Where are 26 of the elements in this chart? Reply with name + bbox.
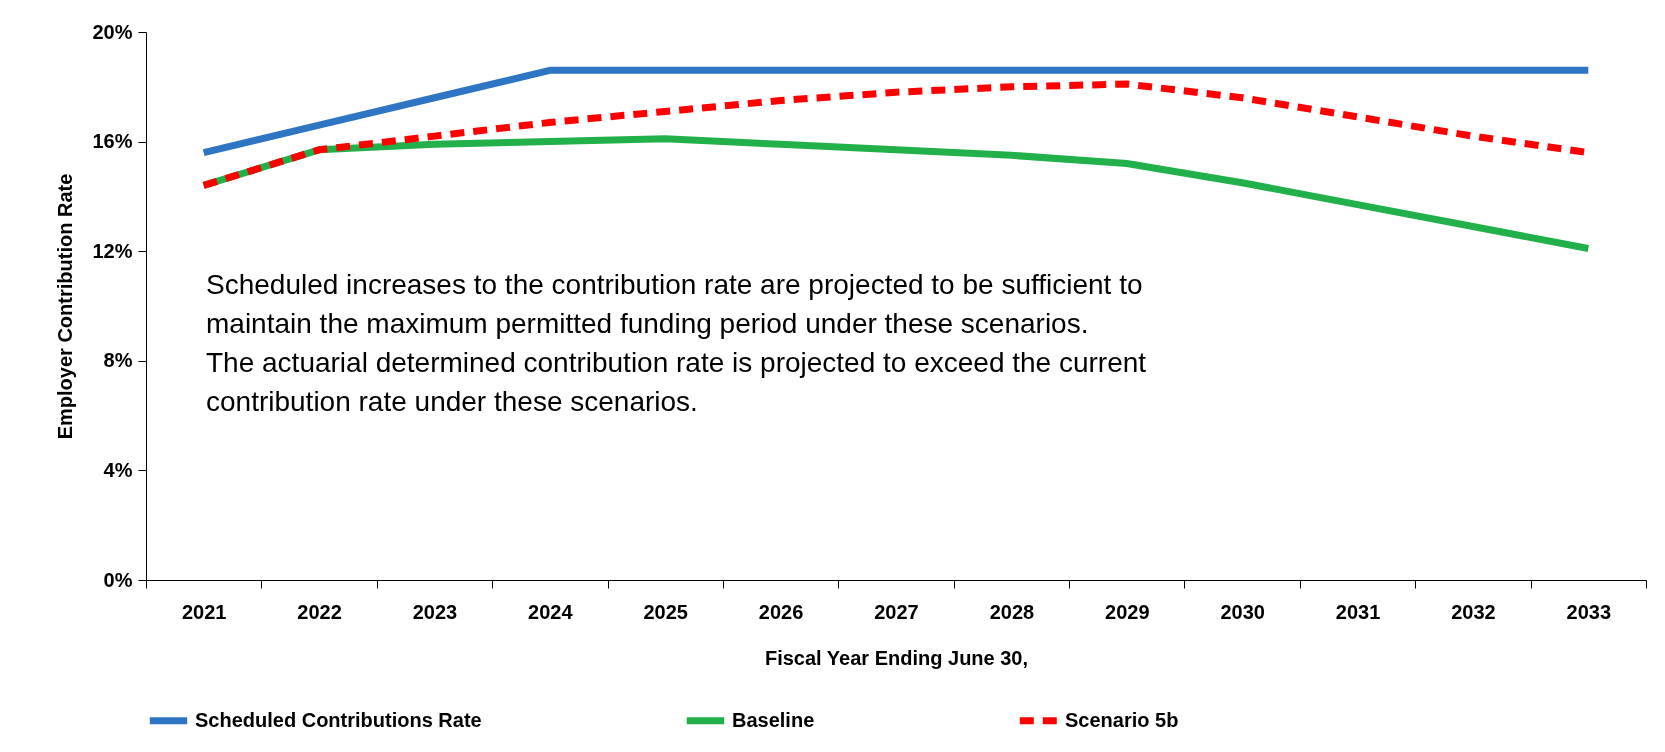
y-axis-title: Employer Contribution Rate [54,173,77,440]
x-tick-label: 2032 [1451,600,1496,623]
x-axis-title: Fiscal Year Ending June 30, [764,646,1029,669]
x-tick-label: 2021 [181,600,227,623]
legend-label: Baseline [732,708,815,731]
x-tick-label: 2030 [1220,600,1265,623]
x-tick-label: 2026 [758,600,804,623]
x-tick-label: 2022 [297,600,342,623]
annotation: Scheduled increases to the contribution rate are projected to be sufficient to maintain the maximum permitted funding period under these scenarios. [206,269,1143,339]
x-tick-label: 2033 [1566,600,1612,623]
y-tick-label: 4% [103,458,133,481]
y-tick-label: 16% [92,130,133,153]
x-tick-label: 2031 [1335,600,1381,623]
legend-label: Scheduled Contributions Rate [195,708,482,731]
annotation: The actuarial determined contribution rate is projected to exceed the current contribution rate under these scenarios. [206,347,1147,417]
y-tick-label: 12% [92,239,133,262]
x-tick-label: 2024 [528,600,574,623]
legend-label: Scenario 5b [1065,708,1179,731]
x-tick-label: 2027 [874,600,919,623]
y-tick-label: 20% [92,20,133,43]
y-tick-label: 0% [103,568,133,591]
x-tick-label: 2028 [989,600,1035,623]
x-tick-label: 2029 [1105,600,1150,623]
x-tick-label: 2025 [643,600,688,623]
y-tick-label: 8% [103,349,133,372]
x-tick-label: 2023 [412,600,458,623]
